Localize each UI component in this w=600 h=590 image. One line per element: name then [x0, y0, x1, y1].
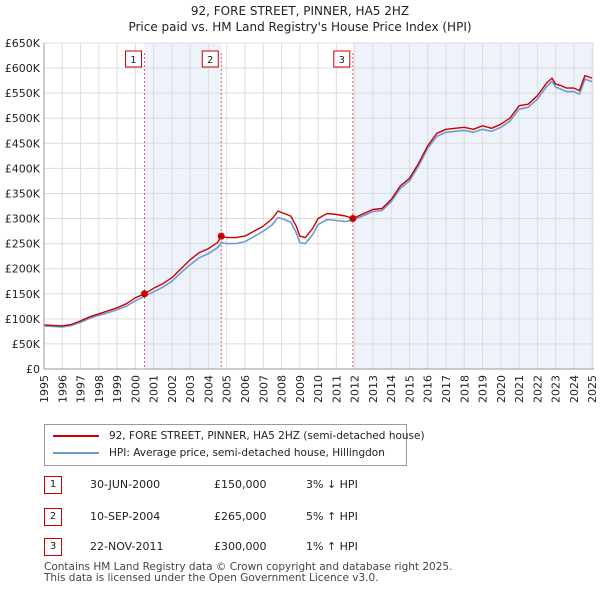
x-tick-label: 2015	[403, 375, 416, 403]
x-tick-label: 2000	[129, 375, 142, 403]
x-tick-label: 2012	[349, 375, 362, 403]
shaded-region	[352, 43, 594, 369]
transaction-lines	[143, 53, 354, 369]
x-tick-label: 1996	[56, 375, 69, 403]
transaction-date: 22-NOV-2011	[90, 540, 164, 553]
legend-swatch-property	[53, 435, 99, 437]
y-tick-label: £0	[26, 363, 40, 376]
x-tick-label: 2010	[312, 375, 325, 403]
transaction-marker-box	[124, 50, 142, 68]
x-tick-label: 2019	[477, 375, 490, 403]
x-tick-label: 2021	[513, 375, 526, 403]
x-tick-label: 2011	[330, 375, 343, 403]
transaction-date: 10-SEP-2004	[90, 510, 161, 523]
transaction-date: 30-JUN-2000	[90, 478, 161, 491]
x-tick-label: 2003	[184, 375, 197, 403]
transaction-hpi: 3% ↓ HPI	[306, 478, 358, 491]
x-tick-label: 2020	[495, 375, 508, 403]
transaction-point	[217, 232, 225, 240]
transaction-point	[349, 215, 357, 223]
grid	[43, 42, 594, 370]
x-tick-label: 2013	[367, 375, 380, 403]
x-tick-label: 2007	[257, 375, 270, 403]
transaction-marker-label: 3	[339, 55, 345, 66]
y-tick-label: £400K	[5, 162, 41, 175]
transaction-hpi: 1% ↑ HPI	[306, 540, 358, 553]
transaction-row: 2 10-SEP-2004 £265,000 5% ↑ HPI	[44, 508, 444, 528]
legend-label-hpi: HPI: Average price, semi-detached house,…	[109, 447, 385, 459]
x-tick-label: 2004	[202, 375, 215, 403]
transaction-marker-label: 1	[130, 55, 136, 66]
transaction-marker-label: 2	[207, 55, 213, 66]
transaction-marker: 3	[44, 538, 62, 556]
footer-line-1: Contains HM Land Registry data © Crown c…	[44, 561, 453, 573]
y-tick-label: £200K	[5, 263, 41, 276]
transaction-hpi: 5% ↑ HPI	[306, 510, 358, 523]
x-tick-label: 2014	[385, 375, 398, 403]
y-tick-label: £350K	[5, 187, 41, 200]
legend: 92, FORE STREET, PINNER, HA5 2HZ (semi-d…	[44, 424, 425, 466]
transaction-row: 3 22-NOV-2011 £300,000 1% ↑ HPI	[44, 538, 444, 558]
x-tick-label: 2008	[276, 375, 289, 403]
y-tick-label: £500K	[5, 112, 41, 125]
transaction-points: 1 2 3	[124, 50, 357, 298]
x-tick-label: 2017	[440, 375, 453, 403]
transaction-price: £265,000	[214, 510, 267, 523]
transaction-row: 1 30-JUN-2000 £150,000 3% ↓ HPI	[44, 476, 444, 496]
legend-swatch-hpi	[53, 452, 99, 454]
x-tick-label: 2024	[568, 375, 581, 403]
tick-labels: £0 £50K £100K £150K £200K £250K £300K £350K £400…	[5, 37, 599, 403]
transaction-marker-box	[201, 50, 219, 68]
transaction-marker: 1	[44, 476, 62, 494]
footer-line-2: This data is licensed under the Open Gov…	[44, 572, 379, 584]
transaction-price: £150,000	[214, 478, 267, 491]
y-tick-label: £250K	[5, 238, 41, 251]
x-tick-label: 2018	[458, 375, 471, 403]
x-tick-label: 2006	[239, 375, 252, 403]
x-tick-label: 2025	[586, 375, 599, 403]
legend-label-property: 92, FORE STREET, PINNER, HA5 2HZ (semi-d…	[109, 430, 425, 442]
y-tick-label: £600K	[5, 62, 41, 75]
x-tick-label: 2002	[166, 375, 179, 403]
chart-title: 92, FORE STREET, PINNER, HA5 2HZ	[190, 4, 410, 18]
x-tick-label: 2023	[550, 375, 563, 403]
axes	[43, 43, 594, 370]
transaction-marker-box	[333, 50, 351, 68]
x-tick-label: 1999	[111, 375, 124, 403]
x-tick-label: 1995	[38, 375, 51, 403]
y-tick-label: £300K	[5, 213, 41, 226]
shaded-regions	[44, 43, 594, 369]
x-tick-label: 2009	[294, 375, 307, 403]
transaction-point	[140, 290, 148, 298]
x-tick-label: 2001	[148, 375, 161, 403]
x-tick-label: 1998	[93, 375, 106, 403]
x-tick-label: 2022	[531, 375, 544, 403]
y-tick-label: £100K	[5, 313, 41, 326]
x-tick-label: 2005	[221, 375, 234, 403]
y-tick-label: £50K	[12, 338, 41, 351]
chart-subtitle: Price paid vs. HM Land Registry's House …	[128, 20, 472, 34]
y-tick-label: £650K	[5, 37, 41, 50]
x-tick-label: 1997	[75, 375, 88, 403]
x-tick-label: 2016	[422, 375, 435, 403]
transaction-price: £300,000	[214, 540, 267, 553]
y-tick-label: £450K	[5, 137, 41, 150]
transaction-marker: 2	[44, 508, 62, 526]
y-tick-label: £550K	[5, 87, 41, 100]
y-tick-label: £150K	[5, 288, 41, 301]
footer: Contains HM Land Registry data © Crown c…	[44, 562, 452, 584]
shaded-region	[144, 43, 222, 369]
price-chart: 1 2 3 £0 £50K £100K £150K £200K £250K £300K £350K…	[5, 37, 599, 403]
